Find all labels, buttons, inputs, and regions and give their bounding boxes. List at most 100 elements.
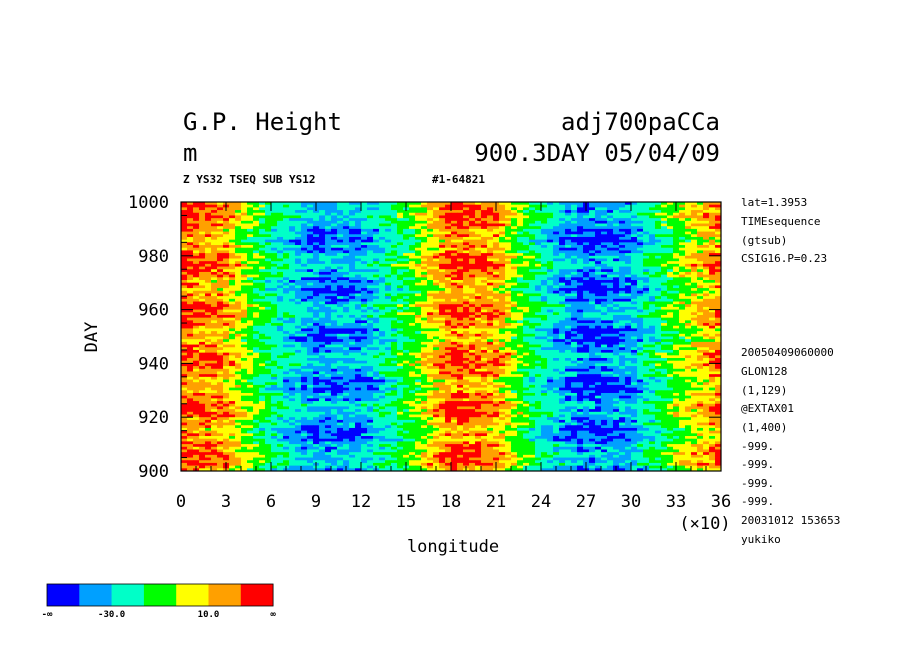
heatmap-cell	[475, 236, 482, 241]
heatmap-cell	[193, 204, 200, 208]
heatmap-cell	[673, 215, 680, 219]
heatmap-cell	[283, 304, 290, 308]
heatmap-cell	[529, 202, 536, 206]
heatmap-cell	[625, 258, 632, 262]
heatmap-cell	[571, 202, 578, 206]
heatmap-cell	[559, 202, 566, 206]
heatmap-cell	[433, 301, 440, 305]
heatmap-cell	[679, 320, 686, 324]
heatmap-cell	[463, 320, 470, 324]
heatmap-cell	[373, 314, 380, 319]
heatmap-cell	[223, 333, 230, 337]
heatmap-cell	[679, 301, 686, 305]
heatmap-cell	[559, 296, 566, 300]
heatmap-cell	[241, 239, 248, 243]
heatmap-cell	[235, 339, 242, 343]
heatmap-cell	[355, 255, 362, 259]
heatmap-cell	[643, 245, 650, 249]
heatmap-cell	[313, 349, 320, 354]
heatmap-cell	[691, 293, 698, 297]
heatmap-cell	[355, 323, 362, 327]
heatmap-cell	[319, 247, 326, 251]
heatmap-cell	[655, 280, 662, 284]
heatmap-cell	[667, 258, 674, 262]
heatmap-cell	[601, 328, 608, 332]
heatmap-cell	[667, 223, 674, 227]
heatmap-cell	[715, 333, 722, 337]
heatmap-cell	[433, 204, 440, 208]
heatmap-cell	[187, 280, 194, 284]
heatmap-cell	[607, 226, 614, 230]
heatmap-cell	[247, 231, 254, 235]
heatmap-cell	[301, 339, 308, 343]
heatmap-cell	[505, 247, 512, 251]
heatmap-cell	[475, 298, 482, 302]
heatmap-cell	[397, 258, 404, 262]
heatmap-cell	[499, 228, 506, 232]
heatmap-cell	[433, 317, 440, 321]
heatmap-cell	[595, 296, 602, 300]
heatmap-cell	[601, 344, 608, 348]
heatmap-cell	[331, 242, 338, 246]
heatmap-cell	[307, 274, 314, 278]
heatmap-cell	[691, 312, 698, 316]
heatmap-cell	[559, 263, 566, 267]
heatmap-cell	[271, 223, 278, 227]
heatmap-cell	[553, 207, 560, 211]
heatmap-cell	[415, 309, 422, 313]
heatmap-cell	[211, 263, 218, 267]
heatmap-cell	[553, 320, 560, 324]
heatmap-cell	[319, 309, 326, 313]
heatmap-cell	[613, 258, 620, 262]
heatmap-cell	[277, 347, 284, 351]
heatmap-cell	[313, 325, 320, 329]
heatmap-cell	[403, 274, 410, 278]
heatmap-cell	[415, 271, 422, 276]
heatmap-cell	[517, 314, 524, 319]
heatmap-cell	[529, 220, 536, 224]
heatmap-cell	[571, 228, 578, 232]
heatmap-cell	[703, 341, 710, 345]
heatmap-cell	[679, 274, 686, 278]
heatmap-cell	[211, 349, 218, 354]
heatmap-cell	[655, 341, 662, 345]
heatmap-cell	[229, 204, 236, 208]
heatmap-cell	[343, 269, 350, 273]
heatmap-cell	[283, 258, 290, 262]
heatmap-cell	[487, 207, 494, 211]
heatmap-cell	[259, 204, 266, 208]
heatmap-cell	[559, 274, 566, 278]
heatmap-cell	[691, 228, 698, 232]
heatmap-cell	[637, 266, 644, 270]
heatmap-cell	[571, 215, 578, 219]
heatmap-cell	[433, 331, 440, 335]
heatmap-cell	[421, 215, 428, 219]
heatmap-cell	[373, 226, 380, 230]
heatmap-cell	[331, 234, 338, 238]
heatmap-cell	[445, 328, 452, 332]
heatmap-cell	[361, 349, 368, 354]
heatmap-cell	[637, 347, 644, 351]
heatmap-cell	[361, 263, 368, 267]
heatmap-cell	[493, 255, 500, 259]
heatmap-cell	[463, 304, 470, 308]
heatmap-cell	[445, 223, 452, 227]
heatmap-cell	[415, 212, 422, 216]
heatmap-cell	[181, 236, 188, 241]
heatmap-cell	[673, 269, 680, 273]
heatmap-cell	[295, 314, 302, 319]
heatmap-cell	[199, 215, 206, 219]
heatmap-cell	[523, 339, 530, 343]
heatmap-cell	[679, 250, 686, 254]
heatmap-cell	[331, 314, 338, 319]
heatmap-cell	[505, 258, 512, 262]
heatmap-cell	[193, 317, 200, 321]
heatmap-cell	[685, 290, 692, 294]
heatmap-cell	[235, 242, 242, 246]
heatmap-cell	[367, 331, 374, 335]
heatmap-cell	[643, 236, 650, 241]
heatmap-cell	[715, 250, 722, 254]
heatmap-cell	[475, 277, 482, 281]
heatmap-cell	[505, 301, 512, 305]
heatmap-cell	[391, 339, 398, 343]
